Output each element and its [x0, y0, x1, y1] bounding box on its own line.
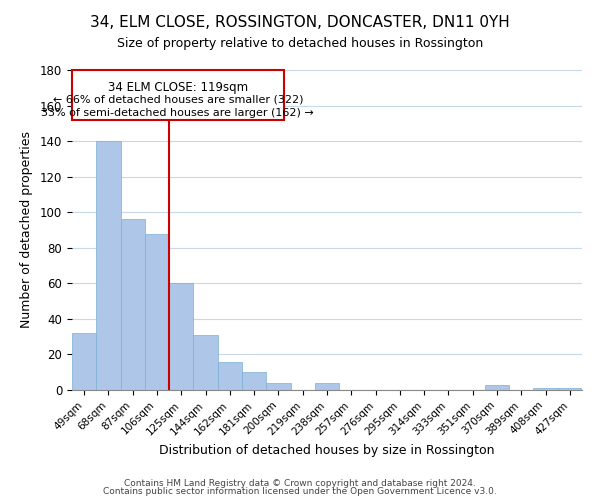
Bar — [558, 388, 582, 390]
Text: Contains HM Land Registry data © Crown copyright and database right 2024.: Contains HM Land Registry data © Crown c… — [124, 478, 476, 488]
Text: Size of property relative to detached houses in Rossington: Size of property relative to detached ho… — [117, 38, 483, 51]
Bar — [242, 372, 266, 390]
X-axis label: Distribution of detached houses by size in Rossington: Distribution of detached houses by size … — [159, 444, 495, 456]
Bar — [266, 383, 290, 390]
Bar — [145, 234, 169, 390]
Bar — [315, 383, 339, 390]
Bar — [193, 335, 218, 390]
Bar — [218, 362, 242, 390]
Text: ← 66% of detached houses are smaller (322): ← 66% of detached houses are smaller (32… — [53, 94, 303, 104]
Y-axis label: Number of detached properties: Number of detached properties — [20, 132, 33, 328]
Text: Contains public sector information licensed under the Open Government Licence v3: Contains public sector information licen… — [103, 487, 497, 496]
Bar — [533, 388, 558, 390]
Text: 34 ELM CLOSE: 119sqm: 34 ELM CLOSE: 119sqm — [108, 81, 248, 94]
Text: 33% of semi-detached houses are larger (162) →: 33% of semi-detached houses are larger (… — [41, 108, 314, 118]
Bar — [96, 141, 121, 390]
Bar — [121, 220, 145, 390]
Bar — [169, 284, 193, 390]
Text: 34, ELM CLOSE, ROSSINGTON, DONCASTER, DN11 0YH: 34, ELM CLOSE, ROSSINGTON, DONCASTER, DN… — [90, 15, 510, 30]
Bar — [72, 333, 96, 390]
Bar — [485, 384, 509, 390]
FancyBboxPatch shape — [72, 70, 284, 119]
